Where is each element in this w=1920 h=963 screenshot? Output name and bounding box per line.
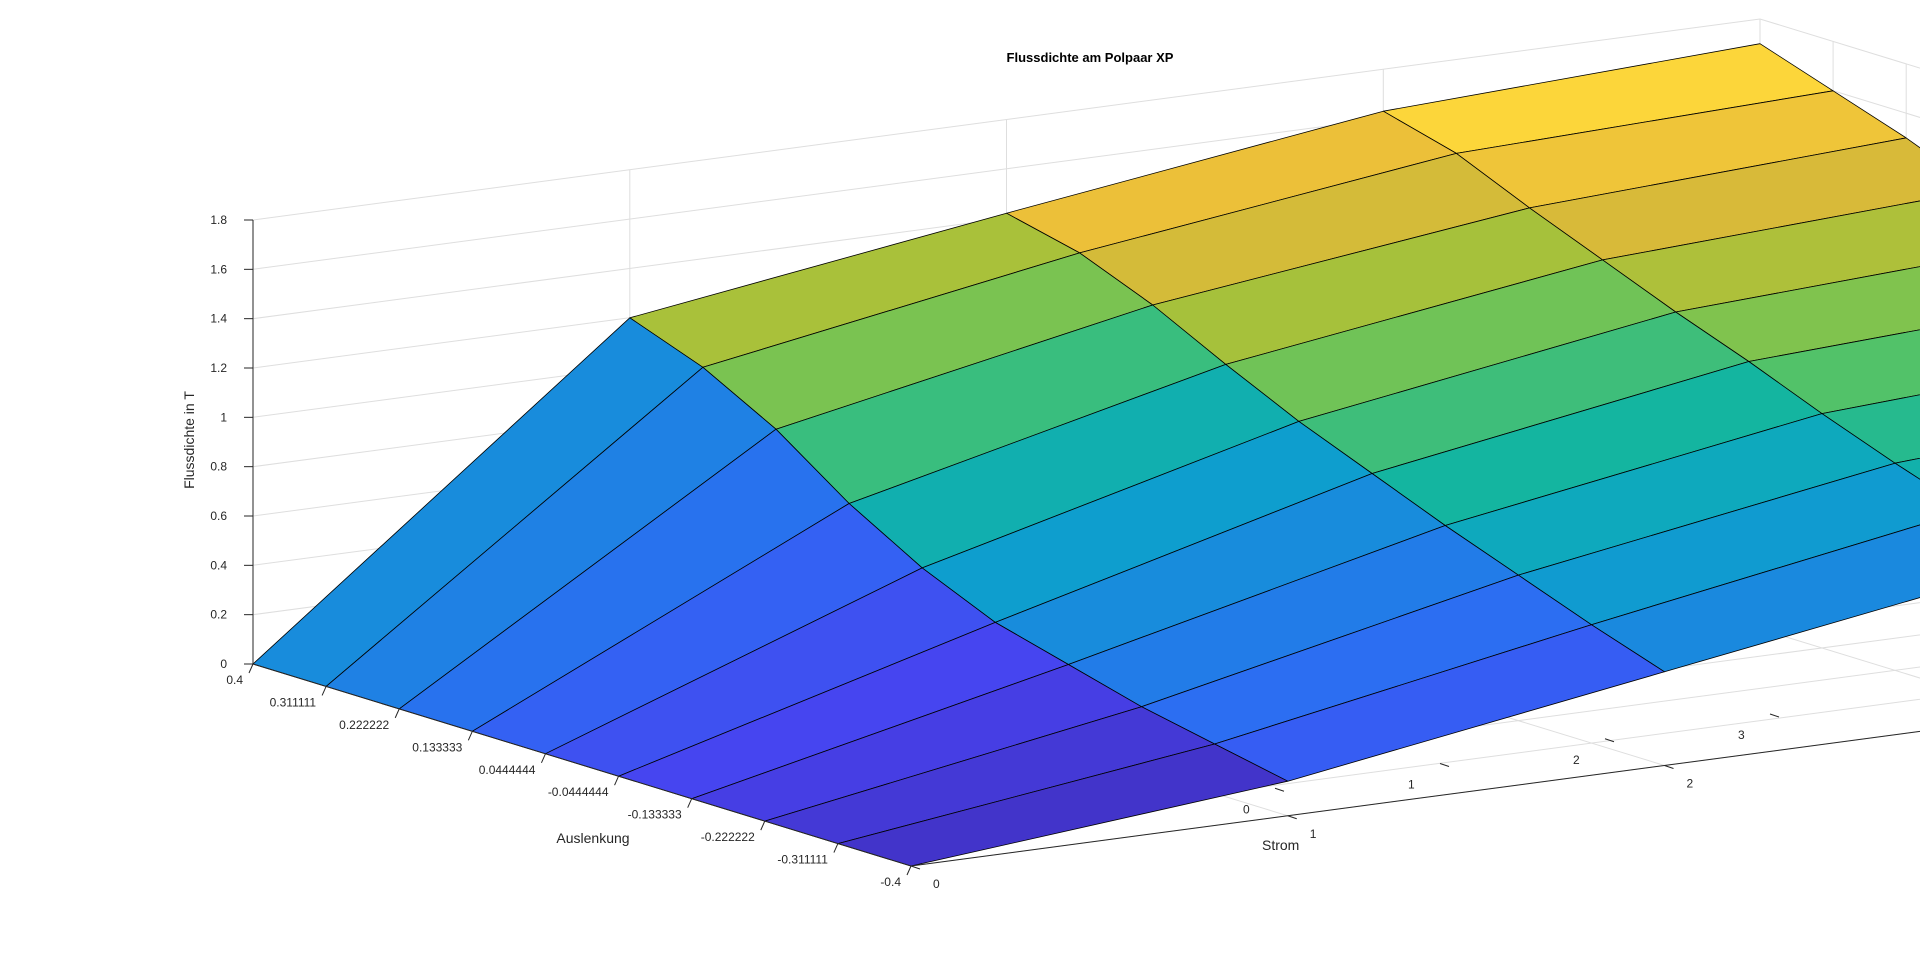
- strom-tick: [910, 865, 921, 870]
- strom-back-tick-label: 3: [1738, 728, 1745, 742]
- strom-back-tick: [1439, 763, 1450, 767]
- axis-layer: 0 0.2 0.4 0.6 0.8 1 1.2 1.4 1.6 1.8 0.4 0.311111 0.2…: [210, 213, 1920, 891]
- auslenkung-tick: [248, 663, 254, 674]
- auslenkung-tick-label: 0.0444444: [479, 763, 536, 777]
- z-tick-label: 0: [220, 657, 227, 671]
- flussdichte-axis-label: Flussdichte in T: [181, 391, 197, 489]
- auslenkung-tick-label: 0.133333: [412, 740, 462, 754]
- z-tick-label: 1: [220, 410, 227, 424]
- surface-layer: [252, 43, 1920, 867]
- strom-back-tick-label: 0: [1243, 802, 1250, 816]
- strom-tick-label: 1: [1310, 827, 1317, 841]
- auslenkung-tick: [540, 753, 546, 763]
- auslenkung-axis-label: Auslenkung: [556, 830, 629, 846]
- z-tick-label: 0.6: [210, 509, 227, 523]
- auslenkung-tick-label: 0.4: [226, 673, 243, 687]
- z-tick-label: 1.2: [210, 361, 227, 375]
- strom-back-tick: [1769, 713, 1780, 718]
- strom-back-tick-label: 1: [1408, 778, 1415, 792]
- chart-title: Flussdichte am Polpaar XP: [1007, 50, 1174, 65]
- strom-tick-label: 0: [933, 877, 940, 891]
- surface-patch: [1894, 457, 1920, 480]
- auslenkung-tick: [321, 686, 327, 696]
- auslenkung-tick-label: 0.222222: [339, 718, 389, 732]
- auslenkung-tick-label: -0.0444444: [548, 785, 609, 799]
- auslenkung-tick-label: -0.4: [880, 875, 901, 889]
- auslenkung-tick: [906, 865, 912, 876]
- strom-tick: [1287, 815, 1297, 820]
- auslenkung-tick: [614, 776, 620, 786]
- auslenkung-tick-label: -0.222222: [701, 830, 755, 844]
- strom-axis-label: Strom: [1262, 837, 1299, 853]
- strom-back-tick: [1274, 787, 1285, 792]
- z-tick-label: 0.8: [210, 460, 227, 474]
- auslenkung-tick: [467, 731, 473, 741]
- z-tick-label: 1.4: [210, 312, 227, 326]
- z-tick-label: 1.6: [210, 262, 227, 276]
- strom-back-tick: [1604, 738, 1615, 743]
- z-tick-label: 1.8: [210, 213, 227, 227]
- strom-back-tick-label: 2: [1573, 753, 1580, 767]
- auslenkung-tick-label: 0.311111: [270, 695, 317, 709]
- auslenkung-tick: [833, 843, 839, 853]
- strom-tick-label: 2: [1687, 777, 1694, 791]
- auslenkung-tick-label: -0.133333: [628, 808, 682, 822]
- strom-tick: [1664, 765, 1674, 769]
- z-tick-label: 0.4: [210, 558, 227, 572]
- auslenkung-tick: [760, 820, 766, 831]
- auslenkung-tick: [687, 798, 693, 808]
- z-tick-label: 0.2: [210, 608, 227, 622]
- auslenkung-tick: [394, 708, 400, 719]
- auslenkung-tick-label: -0.311111: [777, 853, 828, 867]
- auslenkung-gridline: [837, 698, 1920, 845]
- auslenkung-axis-line: [252, 663, 912, 867]
